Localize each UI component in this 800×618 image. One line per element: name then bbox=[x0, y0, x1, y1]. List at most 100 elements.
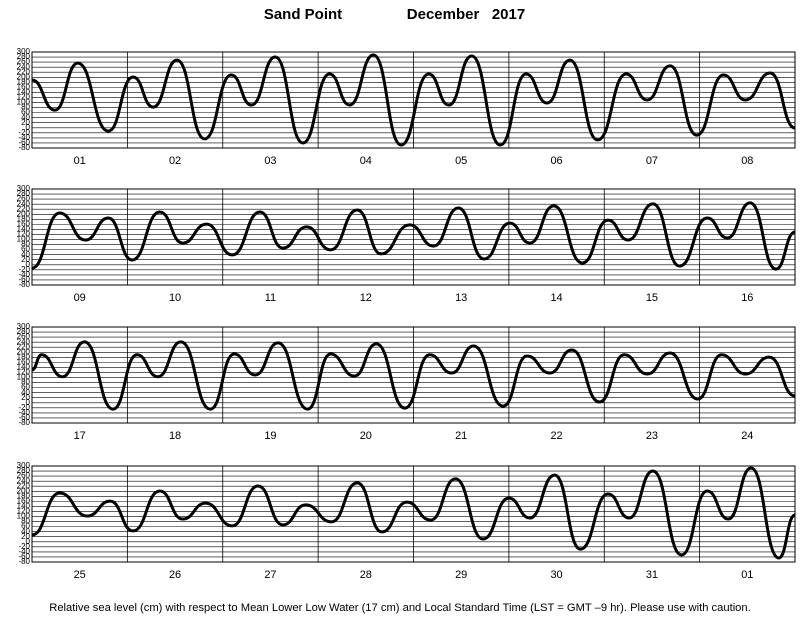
plot-frame bbox=[31, 326, 796, 424]
y-tick-label: 200 bbox=[17, 209, 31, 218]
y-tick-label: 40 bbox=[21, 113, 30, 122]
y-tick-label: 0 bbox=[26, 537, 31, 546]
day-label: 10 bbox=[169, 292, 181, 304]
y-tick-label: 240 bbox=[17, 199, 31, 208]
y-tick-label: -60 bbox=[18, 552, 30, 561]
day-label: 20 bbox=[360, 430, 372, 442]
y-tick-label: 300 bbox=[17, 461, 31, 470]
y-tick-label: 120 bbox=[17, 368, 31, 377]
y-tick-label: -80 bbox=[18, 143, 30, 152]
day-label: 07 bbox=[646, 155, 658, 167]
y-tick-label: 180 bbox=[17, 352, 31, 361]
y-tick-label: 260 bbox=[17, 194, 31, 203]
day-label: 13 bbox=[455, 292, 467, 304]
y-tick-label: 40 bbox=[21, 250, 30, 259]
y-tick-label: 120 bbox=[17, 507, 31, 516]
y-tick-label: -20 bbox=[18, 128, 30, 137]
day-label: 08 bbox=[741, 155, 753, 167]
day-label: 21 bbox=[455, 430, 467, 442]
day-label: 06 bbox=[550, 155, 562, 167]
y-tick-label: -40 bbox=[18, 270, 30, 279]
y-tick-label: 180 bbox=[17, 491, 31, 500]
y-tick-label: 300 bbox=[17, 47, 31, 56]
y-tick-label: 80 bbox=[21, 517, 30, 526]
y-tick-label: 20 bbox=[21, 255, 30, 264]
y-tick-label: 60 bbox=[21, 245, 30, 254]
day-label: 30 bbox=[550, 569, 562, 581]
y-tick-label: 160 bbox=[17, 82, 31, 91]
y-tick-label: -80 bbox=[18, 280, 30, 289]
y-tick-label: 140 bbox=[17, 363, 31, 372]
y-tick-label: 220 bbox=[17, 67, 31, 76]
y-tick-label: 100 bbox=[17, 235, 31, 244]
day-label: 17 bbox=[74, 430, 86, 442]
y-tick-label: 280 bbox=[17, 189, 31, 198]
y-tick-label: 140 bbox=[17, 502, 31, 511]
y-tick-label: 240 bbox=[17, 476, 31, 485]
y-tick-label: 20 bbox=[21, 393, 30, 402]
day-label: 24 bbox=[741, 430, 753, 442]
y-tick-label: 80 bbox=[21, 378, 30, 387]
y-tick-label: -20 bbox=[18, 542, 30, 551]
day-label: 12 bbox=[360, 292, 372, 304]
y-tick-label: -20 bbox=[18, 403, 30, 412]
y-tick-label: 240 bbox=[17, 337, 31, 346]
day-label: 26 bbox=[169, 569, 181, 581]
y-tick-label: 300 bbox=[17, 184, 31, 193]
y-tick-label: 20 bbox=[21, 532, 30, 541]
y-tick-label: 20 bbox=[21, 118, 30, 127]
day-label: 01 bbox=[741, 569, 753, 581]
y-tick-label: 180 bbox=[17, 77, 31, 86]
day-label: 16 bbox=[741, 292, 753, 304]
day-label: 18 bbox=[169, 430, 181, 442]
y-tick-label: 40 bbox=[21, 527, 30, 536]
y-tick-label: 80 bbox=[21, 240, 30, 249]
y-tick-label: 280 bbox=[17, 52, 31, 61]
day-label: 04 bbox=[360, 155, 372, 167]
day-label: 03 bbox=[264, 155, 276, 167]
y-tick-label: -60 bbox=[18, 275, 30, 284]
y-tick-label: 60 bbox=[21, 383, 30, 392]
footnote: Relative sea level (cm) with respect to … bbox=[49, 602, 751, 614]
plot-frame bbox=[31, 188, 796, 286]
y-tick-label: 300 bbox=[17, 322, 31, 331]
day-label: 05 bbox=[455, 155, 467, 167]
y-tick-label: -80 bbox=[18, 418, 30, 427]
tide-line bbox=[31, 53, 796, 147]
y-tick-label: 120 bbox=[17, 230, 31, 239]
y-tick-label: 180 bbox=[17, 214, 31, 223]
y-tick-label: 60 bbox=[21, 108, 30, 117]
month-title: December 2017 bbox=[407, 6, 525, 23]
y-tick-label: 60 bbox=[21, 522, 30, 531]
y-tick-label: 260 bbox=[17, 332, 31, 341]
day-label: 15 bbox=[646, 292, 658, 304]
y-tick-label: -40 bbox=[18, 133, 30, 142]
day-label: 29 bbox=[455, 569, 467, 581]
tide-line bbox=[31, 201, 796, 271]
y-tick-label: 100 bbox=[17, 373, 31, 382]
y-tick-label: 220 bbox=[17, 204, 31, 213]
y-tick-label: 100 bbox=[17, 512, 31, 521]
y-tick-label: 160 bbox=[17, 219, 31, 228]
day-label: 01 bbox=[74, 155, 86, 167]
day-label: 31 bbox=[646, 569, 658, 581]
day-label: 02 bbox=[169, 155, 181, 167]
tide-line bbox=[31, 340, 796, 411]
y-tick-label: 200 bbox=[17, 347, 31, 356]
y-tick-label: -40 bbox=[18, 408, 30, 417]
y-tick-label: 220 bbox=[17, 342, 31, 351]
y-tick-label: 260 bbox=[17, 471, 31, 480]
y-tick-label: 280 bbox=[17, 466, 31, 475]
y-tick-label: 0 bbox=[26, 260, 31, 269]
y-tick-label: 240 bbox=[17, 62, 31, 71]
plot-frame bbox=[31, 51, 796, 149]
y-tick-label: 40 bbox=[21, 388, 30, 397]
tide-line bbox=[31, 466, 796, 560]
day-label: 28 bbox=[360, 569, 372, 581]
y-tick-label: 160 bbox=[17, 357, 31, 366]
day-label: 11 bbox=[265, 292, 276, 304]
y-tick-label: 100 bbox=[17, 98, 31, 107]
y-tick-label: 280 bbox=[17, 327, 31, 336]
y-tick-label: 120 bbox=[17, 93, 31, 102]
y-tick-label: 0 bbox=[26, 123, 31, 132]
